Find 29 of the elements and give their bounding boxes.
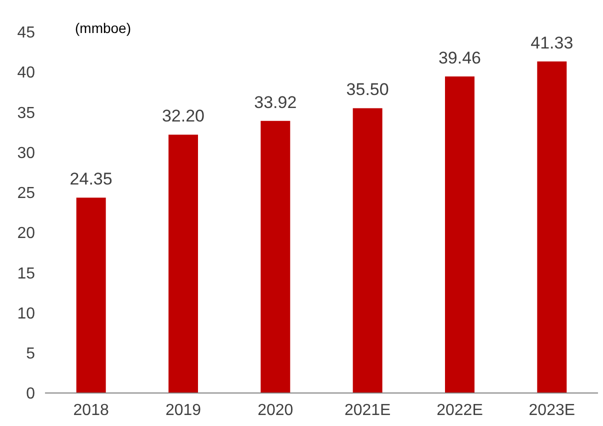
- x-tick-label: 2022E: [436, 402, 483, 419]
- data-label: 39.46: [438, 48, 482, 68]
- data-label: 33.92: [254, 92, 297, 112]
- data-label: 41.33: [530, 33, 574, 52]
- x-tick-label: 2019: [165, 402, 202, 419]
- data-label: 35.50: [346, 80, 389, 100]
- y-axis-title: (mmboe): [75, 20, 132, 36]
- bar: [168, 134, 198, 393]
- bar: [445, 76, 474, 393]
- y-tick-label: 15: [17, 265, 36, 282]
- y-tick-label: 35: [17, 104, 36, 122]
- x-tick-label: 2021E: [344, 402, 391, 419]
- bar: [352, 108, 382, 393]
- y-tick-label: 45: [17, 24, 36, 42]
- y-tick-label: 20: [17, 225, 36, 242]
- x-tick-label: 2018: [73, 402, 109, 419]
- data-label: 32.20: [162, 106, 205, 126]
- y-tick-label: 10: [17, 305, 36, 322]
- y-tick-label: 30: [17, 144, 36, 162]
- bar: [76, 198, 106, 393]
- x-tick-label: 2020: [258, 402, 294, 419]
- y-tick-label: 0: [26, 386, 36, 403]
- x-tick-label: 2023E: [528, 402, 576, 419]
- y-tick-label: 40: [17, 64, 36, 82]
- data-label: 24.35: [70, 170, 112, 189]
- bar: [260, 120, 290, 393]
- y-tick-label: 5: [26, 345, 36, 362]
- bar: [537, 61, 567, 393]
- y-tick-label: 25: [17, 185, 36, 202]
